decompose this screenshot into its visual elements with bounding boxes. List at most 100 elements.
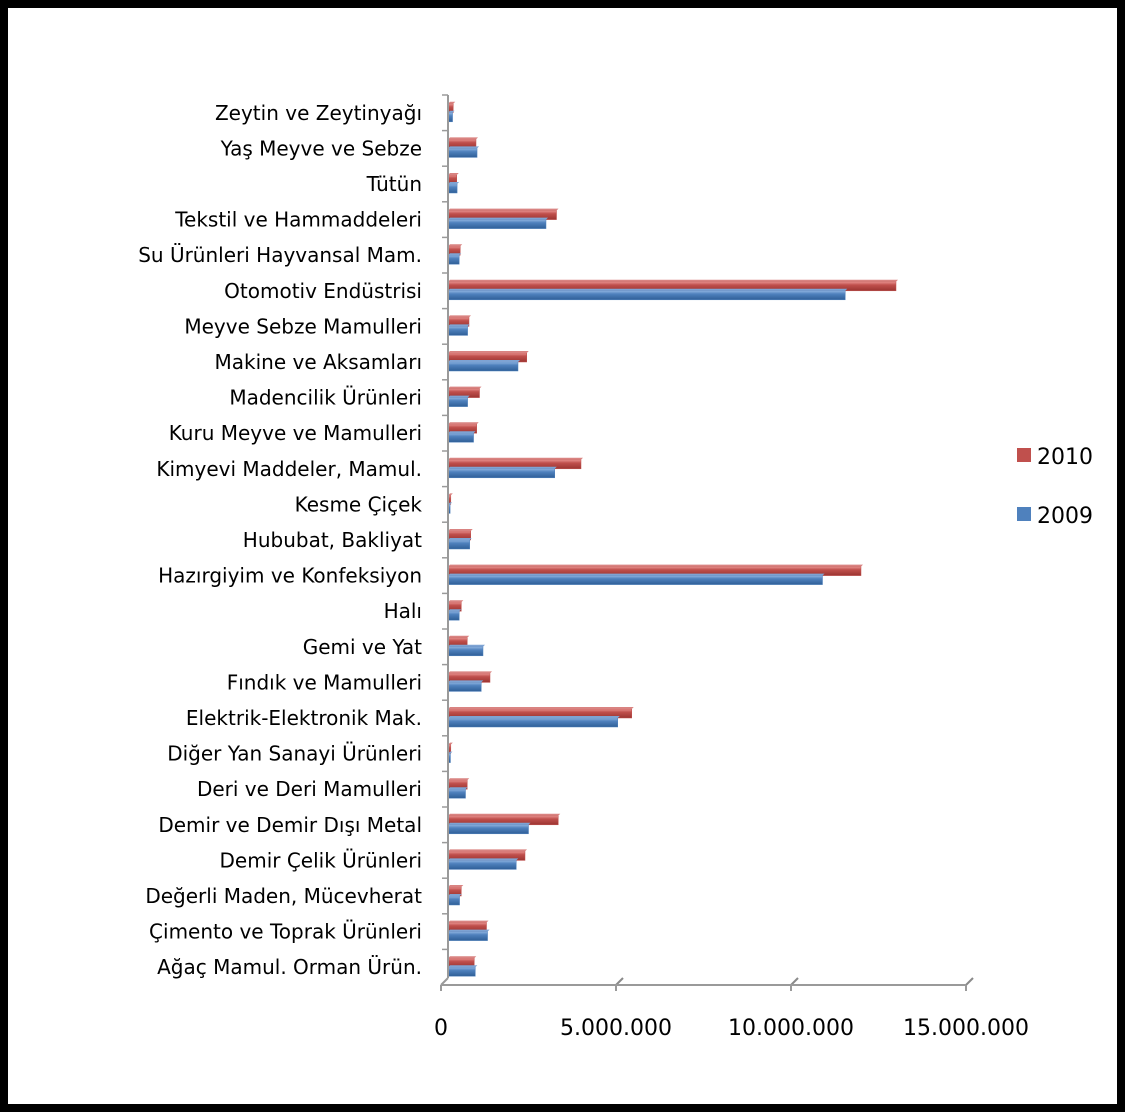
bar-2009 [447,254,460,265]
bar-2009 [447,290,846,301]
bar-top-2009 [448,217,548,220]
bar-2009 [447,575,823,585]
bar-2009 [447,860,517,870]
category-label: Ağaç Mamul. Orman Ürün. [157,955,422,979]
category-label: Gemi ve Yat [303,635,422,659]
bar-top-2010 [448,457,583,460]
axis-layer [440,94,967,991]
bar-top-2010 [448,920,489,923]
bar-top-2009 [448,894,462,896]
bar-layer [447,101,898,977]
bar-top-2010 [448,813,561,816]
bar-top-2010 [448,315,471,318]
bar-2009 [447,397,468,407]
category-label: Halı [384,599,422,623]
bar-2009 [447,183,458,194]
legend-label-2009: 2009 [1037,504,1093,529]
legend-swatch-2009 [1017,507,1031,521]
bar-top-2010 [448,600,464,603]
bar-top-2009 [448,609,462,612]
category-label: Diğer Yan Sanayi Ürünleri [167,742,422,766]
category-label: Tekstil ve Hammaddeleri [174,208,422,232]
bar-top-2010 [448,742,453,745]
category-label: Otomotiv Endüstrisi [224,279,422,303]
bar-2009 [447,824,529,835]
bar-top-2009 [448,751,453,754]
gridline-foot [965,977,974,986]
bar-top-2009 [448,324,470,327]
category-label: Su Ürünleri Hayvansal Mam. [138,243,422,267]
category-label: Çimento ve Toprak Ürünleri [149,920,422,944]
gridline-foot [615,977,624,986]
x-tick-label: 0 [434,1016,448,1041]
bar-top-2010 [448,635,470,638]
bar-2009 [447,361,519,372]
bar-top-2009 [448,431,476,434]
bar-top-2009 [448,858,519,861]
bar-top-2009 [448,146,480,149]
label-layer: 0 5.000.000 10.000.000 15.000.000 Zeytin ve … [138,101,1029,1041]
bar-2009 [447,717,618,728]
bar-2009 [447,148,478,158]
bar-2009 [447,326,468,336]
bar-top-2009 [448,929,490,932]
x-tick-label: 15.000.000 [903,1016,1029,1041]
category-label: Kuru Meyve ve Mamulleri [169,421,422,445]
bar-top-2009 [448,466,557,469]
bar-top-2009 [448,787,468,790]
x-tick-label: 10.000.000 [728,1016,854,1041]
bar-top-2009 [448,573,825,576]
bar-2009 [447,432,474,443]
bar-top-2009 [448,110,455,113]
category-label: Tütün [366,172,422,196]
gridline-foot [790,977,799,986]
bar-top-2009 [448,965,478,968]
category-label: Hazırgiyim ve Konfeksiyon [158,564,422,588]
category-label: Meyve Sebze Mamulleri [184,314,422,338]
bar-2009 [447,468,555,479]
bar-2009 [447,931,488,941]
bar-top-2010 [448,351,529,353]
bar-top-2009 [448,644,485,647]
bar-2009 [447,539,470,550]
category-label: Hububat, Bakliyat [243,528,422,552]
bar-top-2010 [448,671,492,674]
bar-2009 [447,966,476,977]
category-label: Değerli Maden, Mücevherat [145,884,422,908]
category-label: Deri ve Deri Mamulleri [197,777,422,801]
grid-layer [615,95,975,986]
bar-top-2010 [448,564,863,567]
category-label: Kimyevi Maddeler, Mamul. [156,457,422,481]
bar-top-2009 [448,502,453,505]
bar-top-2010 [448,778,470,781]
bar-top-2009 [448,253,462,256]
bar-top-2010 [448,422,479,425]
bar-2009 [447,219,547,229]
bar-top-2010 [448,101,456,104]
bar-top-2010 [448,173,459,175]
category-label: Demir ve Demir Dışı Metal [158,813,422,837]
bar-top-2009 [448,360,520,362]
bar-top-2010 [448,529,473,531]
bar-top-2009 [448,716,620,718]
bar-top-2009 [448,288,848,291]
category-label: Madencilik Ürünleri [229,386,422,410]
bar-top-2009 [448,822,531,825]
bar-2009 [447,610,460,621]
category-label: Elektrik-Elektronik Mak. [186,706,422,730]
bar-top-2009 [448,182,460,184]
bar-2009 [447,646,484,657]
bar-top-2010 [448,956,477,959]
x-tick-label: 5.000.000 [560,1016,672,1041]
bar-top-2010 [448,279,898,282]
bar-top-2010 [448,137,478,140]
bar-top-2010 [448,493,453,496]
legend-swatch-2010 [1017,448,1031,462]
bar-2009 [447,788,466,799]
bar-top-2009 [448,538,472,540]
bar-top-2010 [448,707,634,709]
category-label: Yaş Meyve ve Sebze [220,136,422,160]
axis-corner [440,977,449,986]
